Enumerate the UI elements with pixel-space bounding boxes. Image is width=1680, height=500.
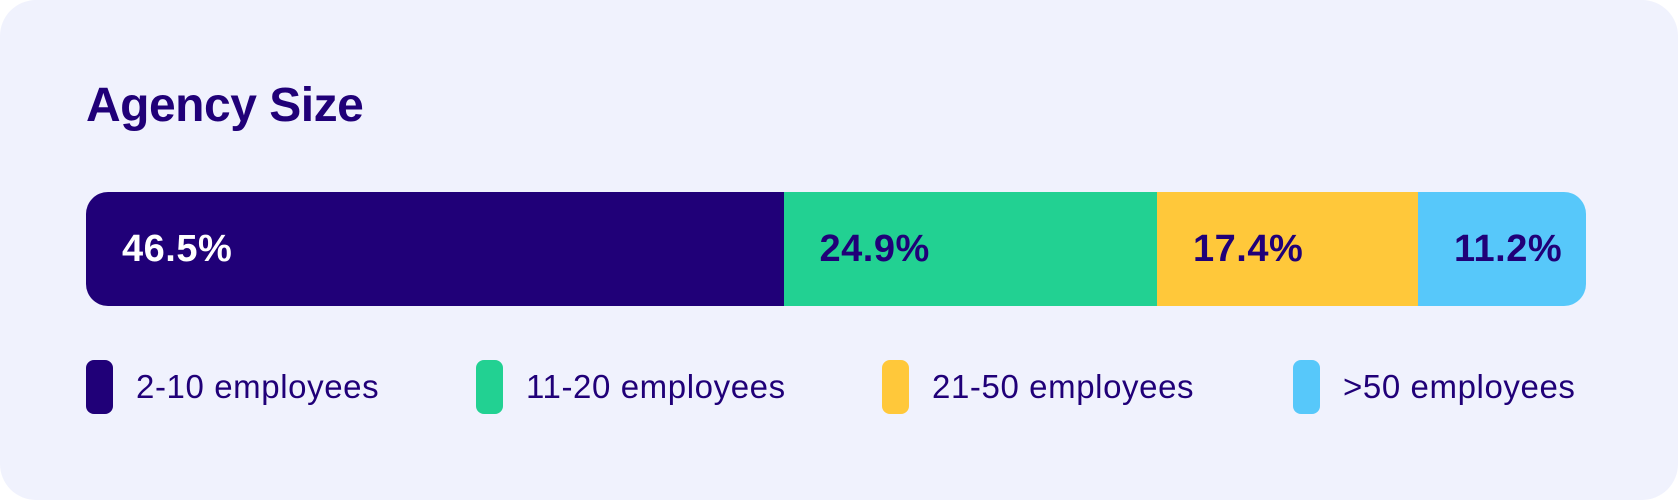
data-label-over-50-employees: 11.2% [1454, 227, 1563, 270]
legend-item-11-20-employees: 11-20 employees [476, 360, 786, 414]
bar-segment-21-50-employees: 17.4% [1157, 192, 1418, 306]
data-label-21-50-employees: 17.4% [1193, 227, 1304, 270]
legend-swatch-over-50-employees [1293, 360, 1320, 414]
legend-item-21-50-employees: 21-50 employees [882, 360, 1194, 414]
data-label-2-10-employees: 46.5% [122, 227, 233, 270]
legend-label-over-50-employees: >50 employees [1343, 368, 1576, 405]
bar-segment-2-10-employees: 46.5% [86, 192, 784, 306]
stacked-bar: 46.5% 24.9% 17.4% 11.2% [86, 192, 1586, 306]
legend-swatch-21-50-employees [882, 360, 909, 414]
legend-item-over-50-employees: >50 employees [1293, 360, 1576, 414]
bar-segment-11-20-employees: 24.9% [783, 192, 1157, 306]
legend: 2-10 employees 11-20 employees 21-50 emp… [86, 360, 1586, 414]
bar-segment-over-50-employees: 11.2% [1418, 192, 1586, 306]
legend-item-2-10-employees: 2-10 employees [86, 360, 379, 414]
legend-swatch-11-20-employees [476, 360, 503, 414]
data-label-11-20-employees: 24.9% [819, 227, 930, 270]
legend-label-11-20-employees: 11-20 employees [526, 368, 786, 405]
legend-swatch-2-10-employees [86, 360, 113, 414]
chart-title: Agency Size [86, 79, 364, 132]
legend-label-2-10-employees: 2-10 employees [136, 368, 380, 405]
legend-label-21-50-employees: 21-50 employees [932, 368, 1195, 405]
